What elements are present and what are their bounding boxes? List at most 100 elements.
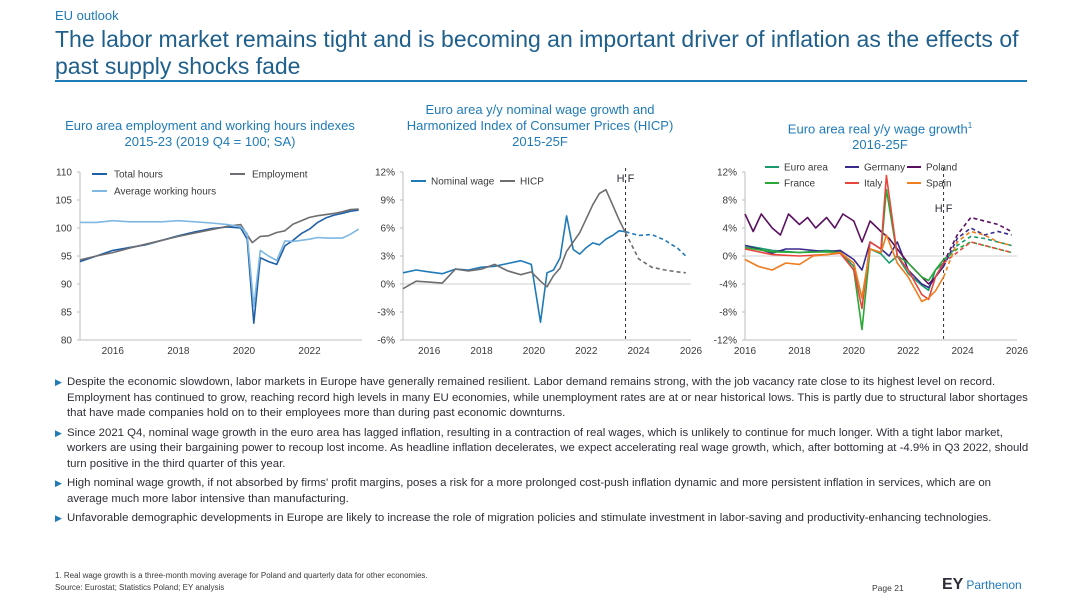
chart2-title-line2: Harmonized Index of Consumer Prices (HIC…: [406, 118, 674, 133]
bullet-list: ▶ Despite the economic slowdown, labor ma…: [55, 375, 1030, 531]
y-tick-label: 6%: [381, 224, 396, 235]
x-tick-label: 2016: [734, 346, 757, 357]
chart3-title-sup: 1: [967, 121, 973, 130]
y-tick-label: 4%: [723, 224, 738, 235]
y-tick-label: 0%: [381, 280, 396, 291]
bullet-item: ▶ High nominal wage growth, if not absorb…: [55, 476, 1030, 507]
forecast-line-france: [943, 241, 1012, 261]
forecast-line-nominal-wage: [625, 230, 687, 257]
legend-label: Poland: [926, 163, 957, 174]
chart2-title: Euro area y/y nominal wage growth and: [425, 102, 655, 117]
chart1-svg: 80 85 90 95 100 105 110 2016 2018 2020 2022 Total h…: [55, 168, 362, 357]
chart3-title: Euro area real y/y wage growth: [787, 121, 968, 137]
chart2-subtitle: 2015-25F: [512, 134, 568, 149]
series-line-employment: [79, 208, 359, 261]
series-line-germany: [744, 241, 945, 289]
x-tick-label: 2020: [233, 346, 256, 357]
y-tick-label: -8%: [719, 308, 737, 319]
legend-label: France: [784, 179, 816, 190]
x-tick-label: 2022: [897, 346, 920, 357]
page-title: The labor market remains tight and is be…: [55, 26, 1019, 79]
bullet-icon: ▶: [55, 513, 62, 523]
bullet-item: ▶ Despite the economic slowdown, labor ma…: [55, 375, 1030, 422]
source-note: Source: Eurostat; Statistics Poland; EY …: [55, 583, 225, 592]
y-tick-label: 12%: [717, 168, 737, 179]
x-tick-label: 2026: [1006, 346, 1029, 357]
forecast-line-euro-area: [942, 235, 1012, 264]
legend-label: Italy: [864, 179, 882, 190]
y-tick-label: -12%: [714, 336, 737, 347]
logo-main: EY: [942, 576, 964, 593]
y-tick-label: 3%: [381, 252, 396, 263]
x-tick-label: 2018: [470, 346, 493, 357]
legend-label: Germany: [864, 163, 905, 174]
y-tick-label: -6%: [377, 336, 395, 347]
series-line-spain: [744, 234, 945, 303]
forecast-marker: H F: [935, 203, 953, 215]
y-tick-label: 95: [61, 252, 73, 263]
series-line-average-working-hours: [80, 219, 360, 308]
logo-sub: Parthenon: [966, 578, 1022, 592]
legend-label: Nominal wage: [431, 177, 495, 188]
y-tick-label: 105: [55, 196, 72, 207]
x-tick-label: 2024: [951, 346, 974, 357]
page-number: Page 21: [872, 583, 904, 593]
x-tick-label: 2020: [523, 346, 546, 357]
legend-label: Euro area: [784, 163, 828, 174]
y-tick-label: 8%: [723, 196, 738, 207]
title-divider: [55, 80, 1027, 82]
x-tick-label: 2018: [788, 346, 811, 357]
y-tick-label: 110: [56, 168, 72, 179]
y-tick-label: 12%: [375, 168, 395, 179]
legend-label: HICP: [520, 177, 544, 188]
ey-parthenon-logo: EY Parthenon: [942, 576, 1022, 594]
chart2-svg: -6% -3% 0% 3% 6% 9% 12% 2016 2018 2020 2022 2024 202…: [375, 168, 703, 358]
y-tick-label: 9%: [381, 196, 396, 207]
chart1-header: Euro area employment and working hours i…: [40, 118, 380, 150]
chart2-header: Euro area y/y nominal wage growth and Ha…: [380, 102, 700, 150]
x-tick-label: 2026: [680, 346, 703, 357]
x-tick-label: 2020: [843, 346, 866, 357]
y-tick-label: -3%: [377, 308, 395, 319]
series-line-total-hours: [79, 209, 359, 324]
x-tick-label: 2022: [575, 346, 598, 357]
bullet-icon: ▶: [55, 377, 62, 387]
forecast-line-germany: [942, 227, 1012, 267]
x-tick-label: 2016: [418, 346, 441, 357]
legend-label: Employment: [252, 170, 308, 181]
x-tick-label: 2016: [102, 346, 125, 357]
x-tick-label: 2024: [628, 346, 651, 357]
y-tick-label: 0%: [723, 252, 738, 263]
series-line-nominal-wage: [402, 215, 626, 324]
y-tick-label: 80: [61, 336, 73, 347]
legend-label: Total hours: [114, 170, 163, 181]
chart3-subtitle: 2016-25F: [852, 137, 908, 153]
legend-label: Average working hours: [114, 187, 216, 198]
y-tick-label: 90: [61, 280, 73, 291]
y-tick-label: 85: [61, 308, 73, 319]
series-line-poland: [744, 213, 945, 285]
bullet-text: High nominal wage growth, if not absorbe…: [67, 477, 991, 505]
series-line-hicp: [402, 188, 627, 290]
forecast-marker: H F: [617, 173, 635, 185]
chart3-title-line: Euro area real y/y wage growth1: [720, 118, 1040, 137]
bullet-icon: ▶: [55, 427, 62, 438]
chart3-header: Euro area real y/y wage growth1 2016-25F: [720, 118, 1040, 153]
section-tag: EU outlook: [55, 8, 119, 23]
footnote: 1. Real wage growth is a three-month mov…: [55, 571, 428, 580]
forecast-line-italy: [943, 241, 1012, 264]
x-tick-label: 2022: [298, 346, 321, 357]
chart3-svg: -12% -8% -4% 0% 4% 8% 12% 2016 2018 2020 2022 2024 2…: [714, 163, 1029, 358]
bullet-text: Unfavorable demographic developments in …: [67, 512, 992, 524]
chart1: 80 85 90 95 100 105 110 2016 2018 2020 2022 Total h…: [40, 160, 370, 360]
forecast-line-hicp: [624, 232, 686, 274]
chart1-subtitle: 2015-23 (2019 Q4 = 100; SA): [124, 134, 296, 149]
chart1-title: Euro area employment and working hours i…: [65, 118, 355, 133]
bullet-item: ▶ Unfavorable demographic developments in…: [55, 511, 1030, 527]
bullet-text: Despite the economic slowdown, labor mar…: [67, 376, 1028, 419]
legend-label: Spain: [926, 179, 952, 190]
chart2: -6% -3% 0% 3% 6% 9% 12% 2016 2018 2020 2022 2024 202…: [365, 160, 705, 360]
x-tick-label: 2018: [167, 346, 190, 357]
bullet-item: ▶ Since 2021 Q4, nominal wage growth in t…: [55, 426, 1030, 473]
bullet-text: Since 2021 Q4, nominal wage growth in th…: [67, 426, 1029, 470]
